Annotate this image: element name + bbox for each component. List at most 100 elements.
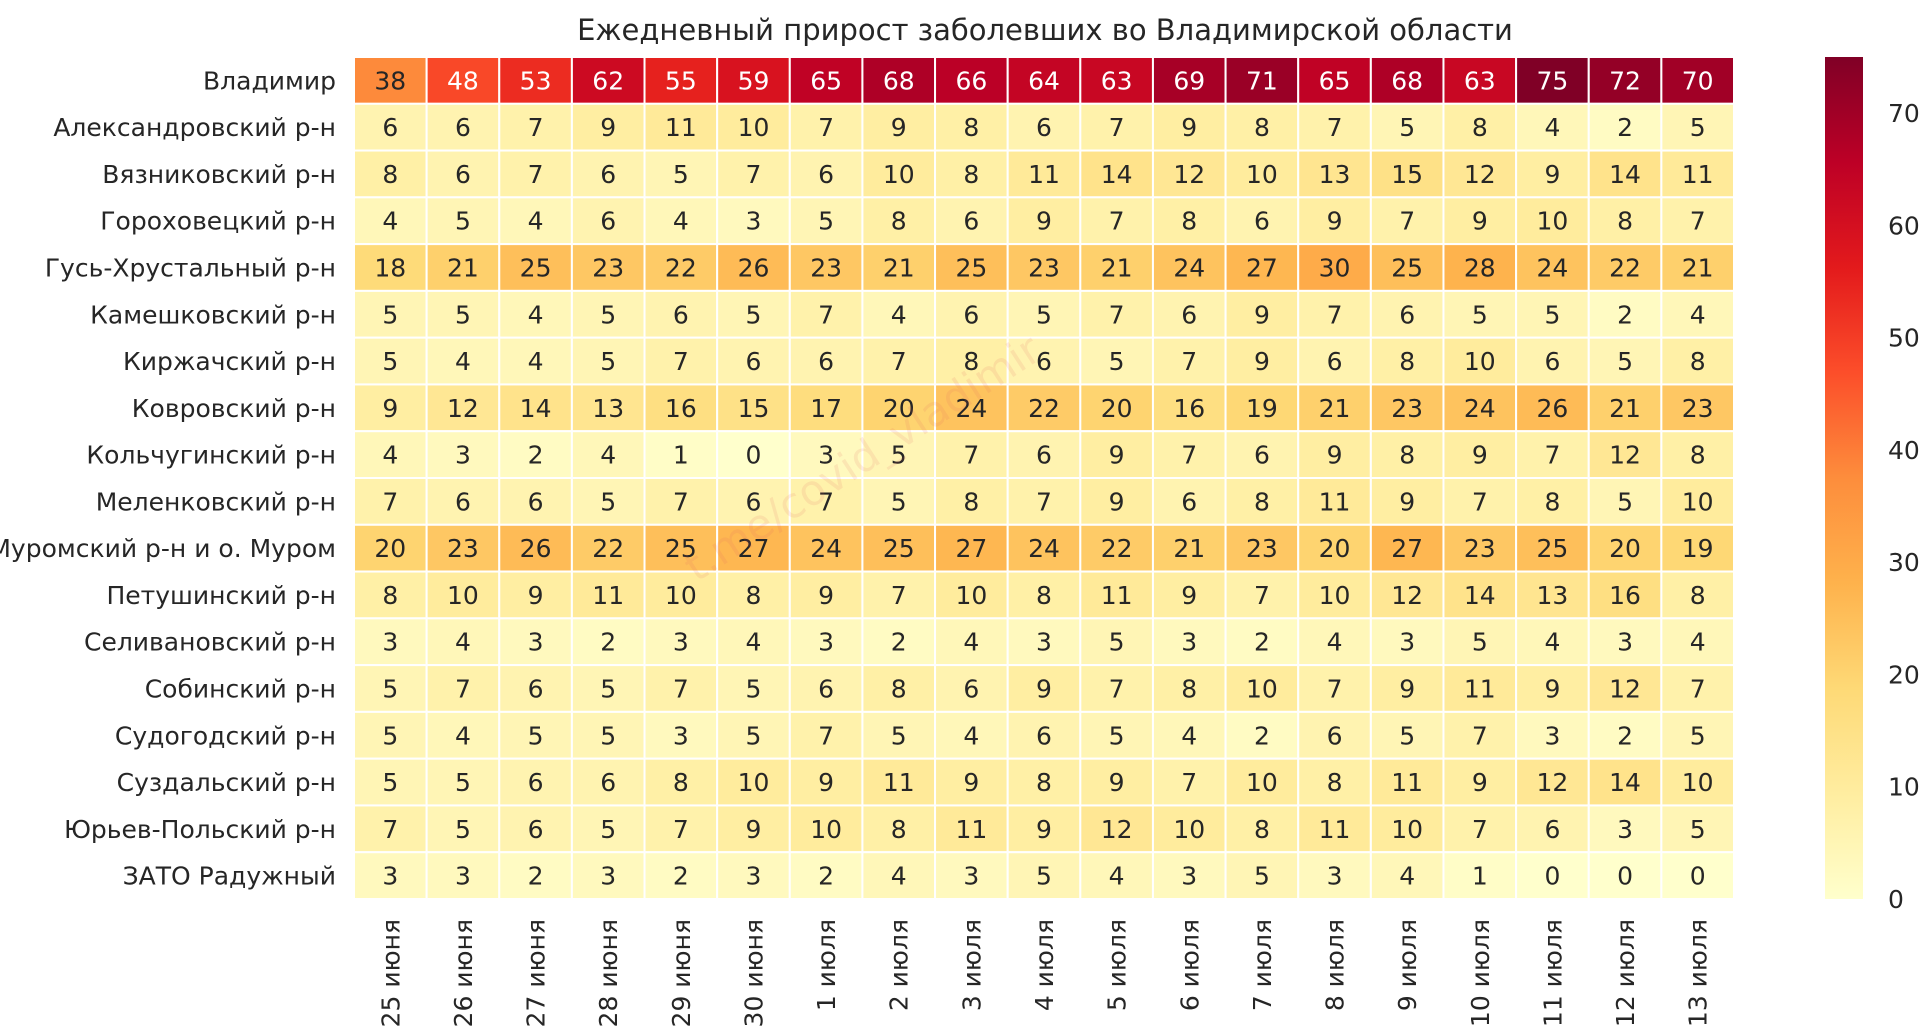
heatmap-cell <box>1151 617 1227 667</box>
cell-value-label: 8 <box>891 675 907 704</box>
cell-value-label: 9 <box>963 768 979 797</box>
cell-value-label: 10 <box>1682 768 1714 797</box>
cell-value-label: 23 <box>1028 254 1060 283</box>
heatmap-cell <box>1151 196 1227 246</box>
cell-value-label: 8 <box>382 160 398 189</box>
cell-value-label: 71 <box>1246 66 1278 95</box>
heatmap-cell <box>1006 430 1082 480</box>
cell-value-label: 3 <box>1617 628 1633 657</box>
heatmap-cell <box>1369 196 1445 246</box>
cell-value-label: 6 <box>528 768 544 797</box>
cell-value-label: 5 <box>382 347 398 376</box>
heatmap-cell <box>1224 804 1300 854</box>
heatmap-cell <box>1297 851 1372 901</box>
cell-value-label: 10 <box>1246 768 1278 797</box>
cell-value-label: 6 <box>455 160 471 189</box>
cell-value-label: 7 <box>455 675 471 704</box>
heatmap-cell <box>1151 56 1227 105</box>
cell-value-label: 10 <box>810 815 842 844</box>
cell-value-label: 7 <box>1109 300 1125 329</box>
cell-value-label: 5 <box>746 675 762 704</box>
cell-value-label: 7 <box>1690 675 1706 704</box>
heatmap-cell <box>353 523 428 573</box>
heatmap-cell <box>570 196 646 246</box>
cell-value-label: 5 <box>1472 300 1488 329</box>
heatmap-cell <box>353 289 428 339</box>
cell-value-label: 68 <box>1391 66 1423 95</box>
column-label: 1 июля <box>812 919 841 1011</box>
cell-value-label: 5 <box>600 487 616 516</box>
heatmap-cell <box>1515 383 1590 433</box>
cell-value-label: 21 <box>1319 394 1351 423</box>
cell-value-label: 7 <box>1327 113 1343 142</box>
column-label: 30 июня <box>739 919 768 1027</box>
cell-value-label: 5 <box>382 300 398 329</box>
row-label: Суздальский р-н <box>117 768 336 797</box>
heatmap-cell <box>1660 570 1735 620</box>
cell-value-label: 20 <box>1609 534 1641 563</box>
cell-value-label: 3 <box>818 441 834 470</box>
cell-value-label: 5 <box>673 160 689 189</box>
heatmap-cell <box>716 757 791 807</box>
cell-value-label: 4 <box>1544 113 1560 142</box>
heatmap-cell <box>1079 196 1154 246</box>
column-label: 9 июля <box>1393 919 1422 1011</box>
heatmap-cell <box>861 149 937 199</box>
cell-value-label: 3 <box>600 862 616 891</box>
cell-value-label: 10 <box>1246 675 1278 704</box>
heatmap-cell <box>425 336 501 386</box>
heatmap-cell <box>498 477 573 526</box>
column-label: 13 июля <box>1684 919 1713 1027</box>
heatmap-cell <box>1442 383 1518 433</box>
cell-value-label: 6 <box>963 300 979 329</box>
colorbar-tick-label: 0 <box>1888 885 1904 914</box>
cell-value-label: 23 <box>1464 534 1496 563</box>
heatmap-cell <box>498 617 573 667</box>
heatmap-cell <box>498 102 573 152</box>
cell-value-label: 28 <box>1464 254 1496 283</box>
cell-value-label: 5 <box>455 207 471 236</box>
cell-value-label: 6 <box>1254 207 1270 236</box>
cell-value-label: 5 <box>1690 721 1706 750</box>
cell-value-label: 17 <box>810 394 842 423</box>
cell-value-label: 66 <box>955 66 987 95</box>
heatmap-cell <box>1515 710 1590 760</box>
cell-value-label: 9 <box>1109 441 1125 470</box>
column-label: 11 июля <box>1538 919 1567 1027</box>
cell-value-label: 10 <box>738 768 770 797</box>
cell-value-label: 9 <box>1254 347 1270 376</box>
heatmap-cell <box>425 851 501 901</box>
row-label: Петушинский р-н <box>106 581 336 610</box>
cell-value-label: 4 <box>528 300 544 329</box>
row-label: Собинский р-н <box>145 675 336 704</box>
cell-value-label: 6 <box>1036 347 1052 376</box>
cell-value-label: 25 <box>883 534 915 563</box>
heatmap-cell <box>716 383 791 433</box>
cell-value-label: 3 <box>1327 862 1343 891</box>
cell-value-label: 10 <box>1682 487 1714 516</box>
cell-value-label: 6 <box>746 347 762 376</box>
cell-value-label: 8 <box>1254 487 1270 516</box>
heatmap-cell <box>1079 664 1154 713</box>
cell-value-label: 5 <box>1399 113 1415 142</box>
heatmap-cell <box>1515 56 1590 105</box>
cell-value-label: 69 <box>1173 66 1205 95</box>
cell-value-label: 24 <box>1028 534 1060 563</box>
cell-value-label: 11 <box>1464 675 1496 704</box>
cell-value-label: 6 <box>600 207 616 236</box>
cell-value-label: 24 <box>955 394 987 423</box>
heatmap-cell <box>498 430 573 480</box>
cell-value-label: 9 <box>818 768 834 797</box>
colorbar-tick-label: 50 <box>1888 324 1920 353</box>
column-label: 4 июля <box>1030 919 1059 1011</box>
heatmap-cell <box>1369 289 1445 339</box>
heatmap-cell <box>1006 336 1082 386</box>
heatmap-cell <box>934 570 1009 620</box>
cell-value-label: 10 <box>1246 160 1278 189</box>
cell-value-label: 9 <box>1181 113 1197 142</box>
heatmap-cell <box>1151 102 1227 152</box>
heatmap-cell <box>1297 664 1372 713</box>
column-label: 29 июня <box>667 919 696 1027</box>
heatmap-cell <box>425 243 501 292</box>
heatmap-cell <box>788 430 864 480</box>
